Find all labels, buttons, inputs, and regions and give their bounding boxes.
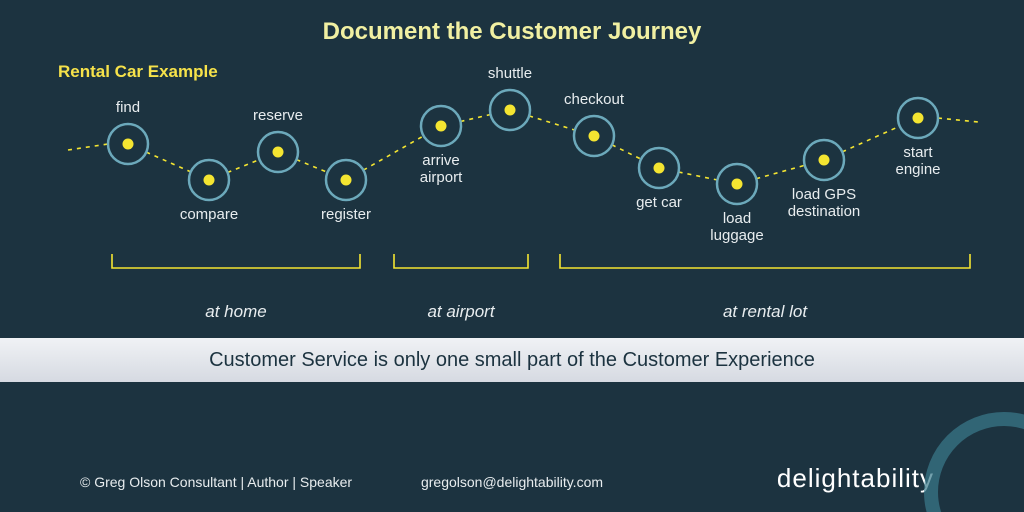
phase-bracket	[560, 254, 970, 268]
phase-bracket	[394, 254, 528, 268]
journey-node-label: load GPS destination	[788, 186, 861, 221]
infographic-stage: Document the Customer Journey Rental Car…	[0, 0, 1024, 512]
journey-node-label: arrive airport	[420, 152, 463, 187]
journey-node-label: find	[116, 99, 140, 116]
phase-label: at rental lot	[723, 302, 807, 322]
journey-node-label: reserve	[253, 107, 303, 124]
journey-node-label: shuttle	[488, 65, 532, 82]
phase-label: at airport	[427, 302, 494, 322]
journey-node-label: load luggage	[710, 210, 763, 245]
journey-node-label: compare	[180, 206, 238, 223]
journey-node-label: start engine	[895, 144, 940, 179]
journey-node-label: get car	[636, 194, 682, 211]
phase-bracket	[112, 254, 360, 268]
phase-label: at home	[205, 302, 266, 322]
journey-node-label: checkout	[564, 91, 624, 108]
banner-text: Customer Service is only one small part …	[0, 338, 1024, 382]
brand-logo: delightability	[777, 463, 934, 494]
journey-node-label: register	[321, 206, 371, 223]
